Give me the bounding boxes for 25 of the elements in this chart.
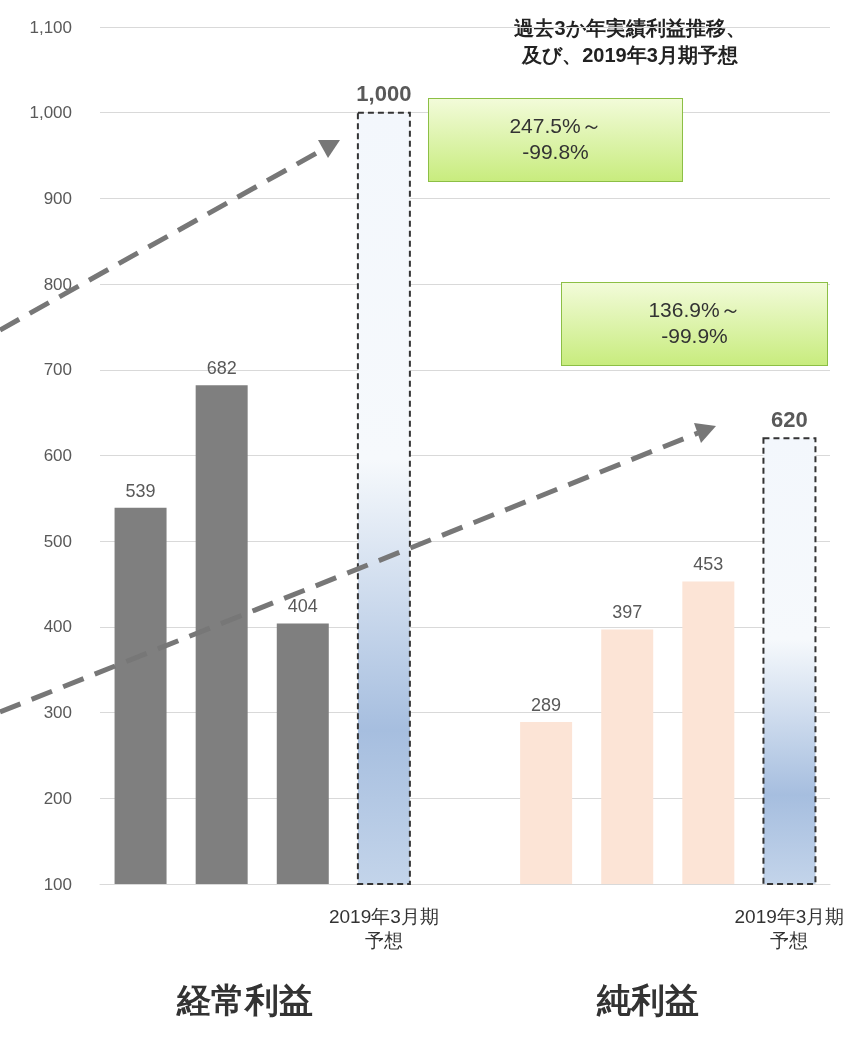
y-tick-label: 800 [43, 274, 72, 294]
data-label: 682 [206, 358, 237, 379]
y-tick-label: 400 [43, 617, 72, 637]
callout-box: 247.5%～ -99.8% [428, 98, 683, 182]
y-tick-label: 200 [43, 788, 72, 808]
x-tick-label: 2019年3月期予想 [328, 905, 439, 951]
y-tick-label: 300 [43, 703, 72, 723]
data-label: 453 [693, 554, 724, 575]
data-label: 289 [531, 695, 562, 716]
y-tick-label: 900 [43, 188, 72, 208]
data-label: 404 [287, 596, 318, 617]
callout-box: 136.9%～ -99.9% [561, 282, 828, 366]
data-label: 1,000 [356, 81, 412, 107]
data-label: 397 [612, 602, 643, 623]
y-tick-label: 1,000 [29, 103, 72, 123]
x-tick-label: 2019年3月期予想 [734, 905, 845, 951]
data-label: 539 [125, 480, 156, 501]
text: 純利益 [596, 981, 699, 1019]
y-tick-label: 100 [43, 874, 72, 894]
y-tick-label: 600 [43, 446, 72, 465]
text: 経常利益 [176, 981, 313, 1019]
y-tick-label: 1,100 [29, 17, 72, 37]
data-label: 620 [771, 406, 808, 432]
y-tick-label: 700 [43, 360, 72, 380]
y-tick-label: 500 [43, 531, 72, 551]
